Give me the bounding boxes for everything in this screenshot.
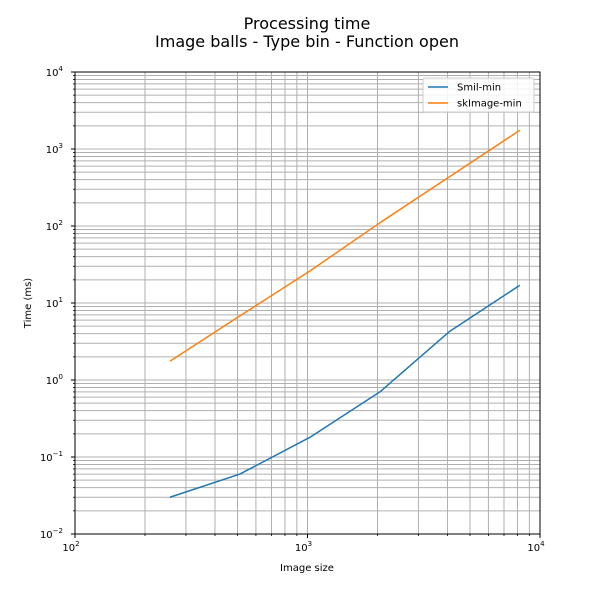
legend-box [422, 77, 535, 113]
legend-label: skImage-min [457, 99, 522, 110]
x-tick-label: 103 [295, 540, 312, 554]
grid [75, 72, 540, 534]
x-tick-label: 104 [527, 540, 545, 554]
y-axis-label: Time (ms) [23, 278, 34, 330]
series-line-skimage-min [169, 129, 521, 362]
y-tick-label: 104 [46, 65, 64, 79]
y-tick-label: 100 [46, 373, 63, 387]
chart-subtitle: Image balls - Type bin - Function open [155, 32, 459, 51]
y-tick-label: 10−1 [40, 450, 63, 464]
y-tick-label: 101 [46, 296, 63, 310]
y-tick-label: 102 [46, 219, 63, 233]
legend: Smil-min skImage-min [422, 77, 535, 113]
series-line-smil-min [169, 284, 521, 498]
series-layer [169, 129, 521, 498]
x-tick-label: 102 [62, 540, 79, 554]
y-tick-label: 10−2 [40, 527, 63, 541]
x-axis-label: Image size [280, 563, 334, 574]
axis-ticks: 102 103 104 10−2 10−1 100 101 102 103 104 [40, 65, 545, 554]
legend-label: Smil-min [457, 83, 501, 94]
y-tick-label: 103 [46, 142, 63, 156]
chart-title: Processing time [244, 14, 371, 33]
